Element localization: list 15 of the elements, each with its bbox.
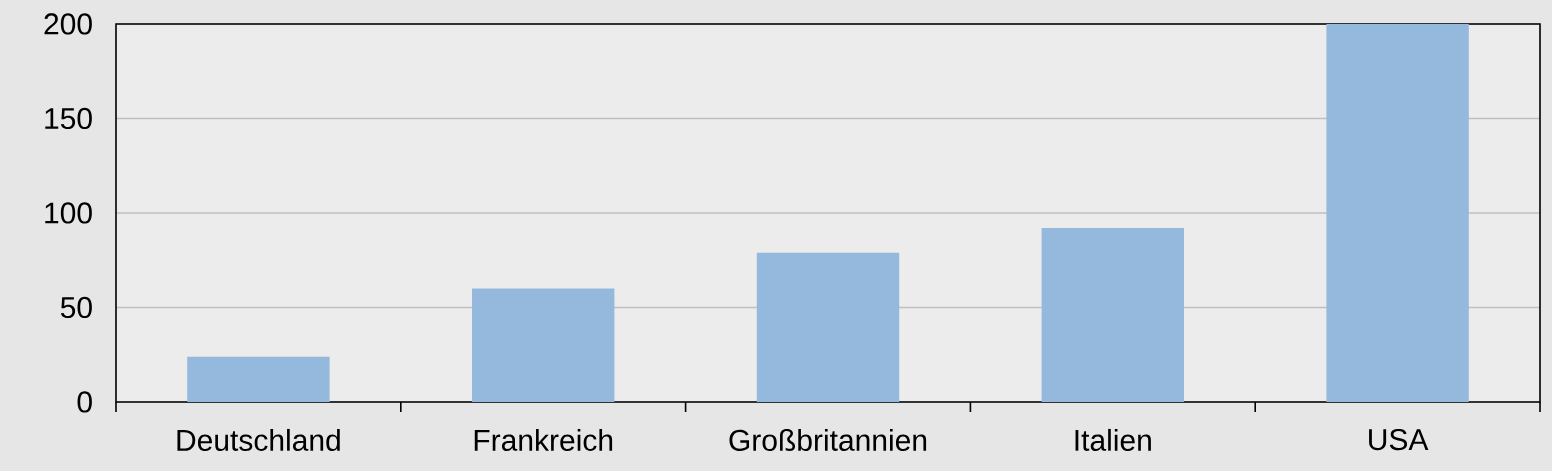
x-tick-label: Großbritannien (729, 428, 927, 451)
x-tick-label: Italien (1075, 428, 1151, 451)
y-tick-label: 150 (45, 107, 92, 130)
y-tick-label: 50 (60, 296, 92, 319)
x-tick-label: Frankreich (474, 428, 613, 451)
bar (1326, 24, 1469, 402)
x-tick-label: Deutschland (177, 428, 340, 451)
bar (756, 252, 900, 402)
x-tick-label: USA (1369, 428, 1429, 451)
bar (472, 288, 615, 402)
y-tick-label: 100 (45, 202, 92, 224)
bar (1041, 228, 1185, 402)
y-tick-label: 200 (44, 13, 92, 35)
bar (187, 356, 330, 402)
y-tick-label: 0 (77, 391, 92, 413)
